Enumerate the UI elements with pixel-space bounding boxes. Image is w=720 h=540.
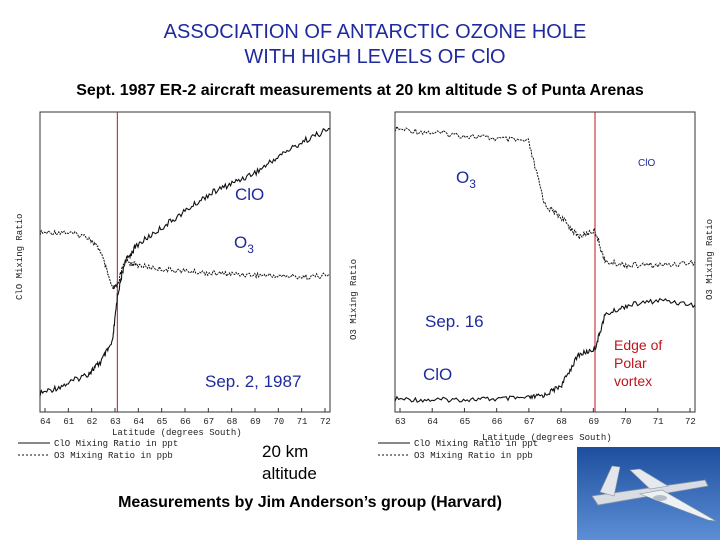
chart-right-x-tick-label: 71 (653, 417, 664, 427)
chart-right: 63 64 65 66 67 68 69 70 71 72 O3 Mixing Ratio Lat… (378, 111, 715, 461)
chart-left-clo-series (39, 127, 330, 397)
subtitle: Sept. 1987 ER-2 aircraft measurements at… (76, 82, 644, 99)
chart-left-legend-1: ClO Mixing Ratio in ppt (54, 439, 178, 449)
aircraft-wing-far (629, 468, 669, 490)
chart-left-o3-main: O (234, 233, 247, 252)
aircraft-tail (599, 465, 621, 497)
chart-left-x-tick-label: 72 (320, 417, 331, 427)
chart-right-o3-main: O (456, 168, 469, 187)
chart-left-xlabel: Latitude (degrees South) (112, 428, 242, 438)
chart-right-legend-1: ClO Mixing Ratio in ppt (414, 439, 538, 449)
chart-left-x-tick-label: 71 (297, 417, 308, 427)
chart-right-x-ticks: 63 64 65 66 67 68 69 70 71 72 (395, 408, 696, 427)
chart-right-o3-series (394, 125, 696, 270)
chart-left-ylabel-right: O3 Mixing Ratio (349, 259, 359, 340)
chart-left-o3-label: O3 (234, 233, 254, 256)
chart-left-x-tick-label: 62 (87, 417, 98, 427)
chart-left-clo-label: ClO (235, 185, 264, 204)
vortex-label-line-1: Edge of (614, 337, 662, 353)
chart-left-frame (39, 111, 331, 413)
aircraft-engine (653, 495, 667, 501)
chart-right-clo-top-label: ClO (638, 158, 655, 169)
chart-right-x-tick-label: 69 (588, 417, 599, 427)
altitude-label-line-1: 20 km (262, 442, 308, 461)
chart-right-ylabel: O3 Mixing Ratio (705, 219, 715, 300)
chart-left-x-tick-label: 70 (273, 417, 284, 427)
chart-right-clo-label: ClO (423, 365, 452, 384)
chart-right-o3-sub: 3 (469, 177, 476, 191)
chart-right-clo-series (394, 297, 696, 403)
chart-left-x-tick-label: 65 (157, 417, 168, 427)
chart-left-x-ticks: 64 61 62 63 64 65 66 67 68 69 70 71 72 (40, 408, 331, 427)
chart-right-legend-2: O3 Mixing Ratio in ppb (414, 451, 533, 461)
chart-left-ylabel: ClO Mixing Ratio (15, 214, 25, 300)
chart-right-x-tick-label: 64 (427, 417, 438, 427)
er2-aircraft-photo (577, 447, 720, 540)
footer-credit: Measurements by Jim Anderson’s group (Ha… (118, 494, 502, 511)
chart-left-legend-2: O3 Mixing Ratio in ppb (54, 451, 173, 461)
altitude-label-line-2: altitude (262, 464, 317, 483)
chart-right-x-tick-label: 68 (556, 417, 567, 427)
chart-right-x-tick-label: 65 (459, 417, 470, 427)
chart-left: 64 61 62 63 64 65 66 67 68 69 70 71 72 ClO Mixing Ra… (15, 111, 359, 461)
chart-right-o3-label: O3 (456, 168, 476, 191)
chart-left-x-tick-label: 64 (133, 417, 144, 427)
vortex-label-line-3: vortex (614, 373, 652, 389)
chart-right-xlabel: Latitude (degrees South) (482, 433, 612, 443)
chart-left-x-tick-label: 69 (250, 417, 261, 427)
title-line-1: ASSOCIATION OF ANTARCTIC OZONE HOLE (163, 21, 587, 43)
chart-right-date-label: Sep. 16 (425, 312, 484, 331)
vortex-label-line-2: Polar (614, 355, 647, 371)
chart-left-date-label: Sep. 2, 1987 (205, 372, 301, 391)
chart-right-x-tick-label: 66 (492, 417, 503, 427)
title-line-2: WITH HIGH LEVELS OF ClO (244, 46, 506, 68)
chart-right-x-tick-label: 72 (685, 417, 696, 427)
chart-left-o3-sub: 3 (247, 242, 254, 256)
chart-right-x-tick-label: 63 (395, 417, 406, 427)
chart-left-x-tick-label: 64 (40, 417, 51, 427)
chart-left-x-tick-label: 63 (110, 417, 121, 427)
chart-left-x-tick-label: 68 (227, 417, 238, 427)
chart-right-x-tick-label: 70 (621, 417, 632, 427)
chart-left-x-tick-label: 67 (203, 417, 214, 427)
chart-left-o3-series (39, 229, 331, 290)
chart-left-x-tick-label: 61 (63, 417, 74, 427)
chart-right-x-tick-label: 67 (524, 417, 535, 427)
chart-left-x-tick-label: 66 (180, 417, 191, 427)
